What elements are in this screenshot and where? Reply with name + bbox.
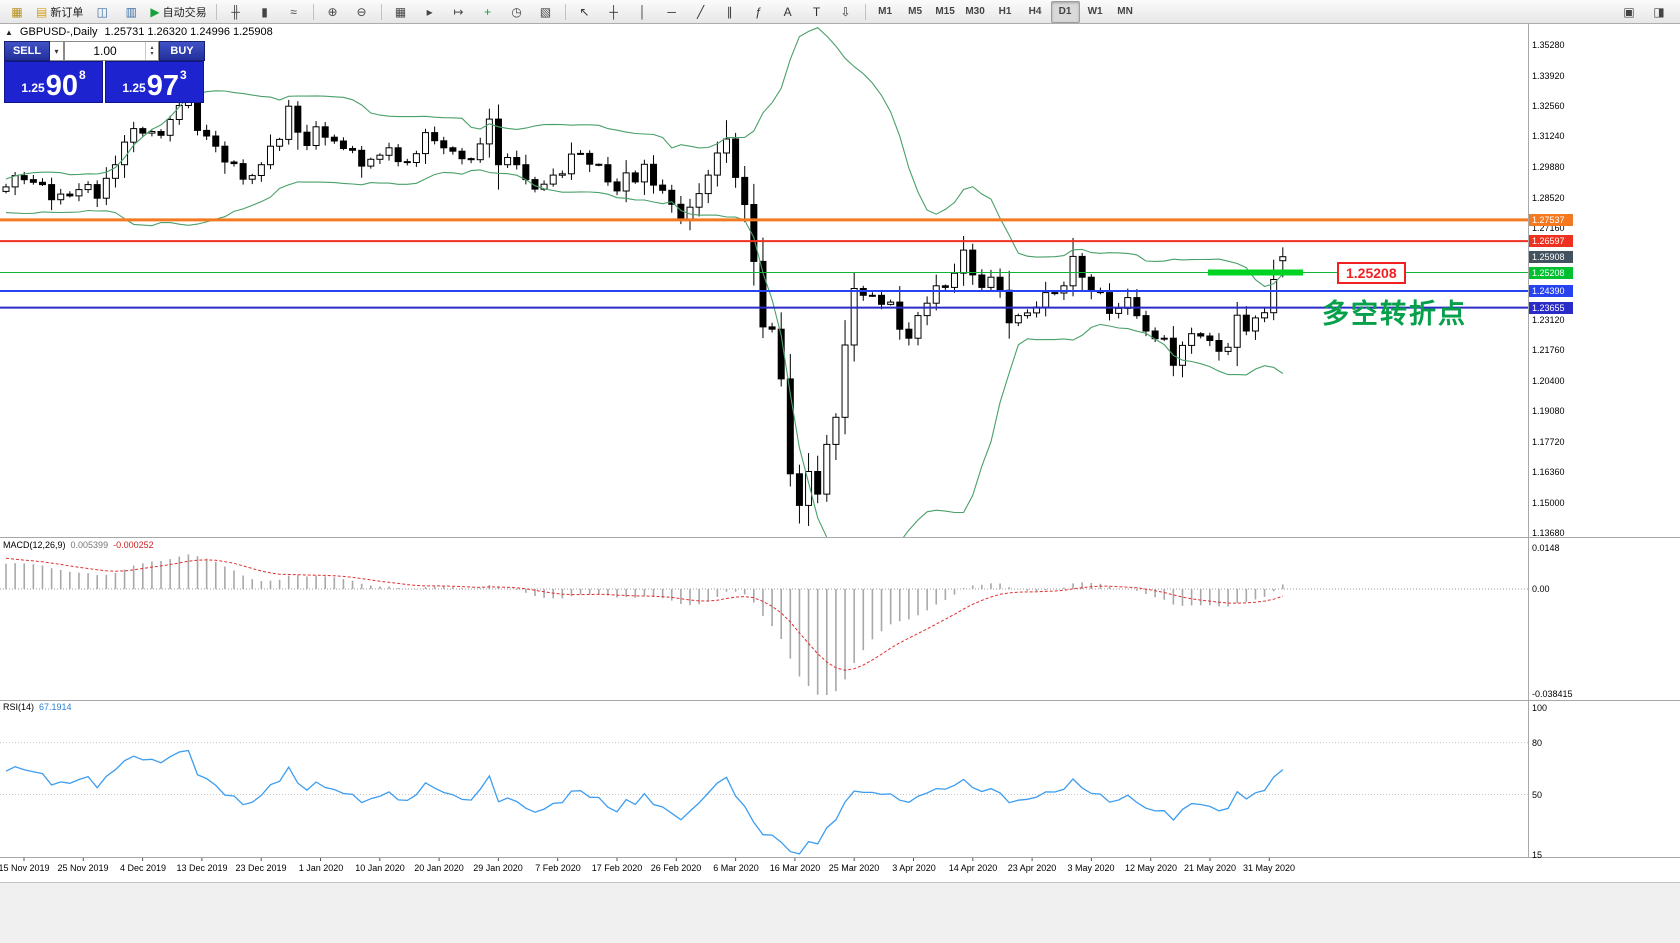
profiles-button[interactable]: ◫: [88, 1, 116, 23]
indicators-button[interactable]: +: [474, 1, 502, 23]
lot-size-input[interactable]: [65, 42, 145, 60]
chart-canvas[interactable]: [0, 24, 1528, 858]
timeframe-m15-button[interactable]: M15: [935, 6, 955, 17]
templates-icon: ▧: [539, 4, 552, 19]
sell-price-pip: 8: [78, 68, 86, 82]
line-chart-icon: ≈: [290, 4, 297, 19]
buy-price-pip: 3: [179, 68, 187, 82]
candlestick-chart-button[interactable]: ▮: [251, 1, 279, 23]
auto-trading-button[interactable]: ▶ 自动交易: [146, 1, 210, 23]
main-toolbar: ▦ ▤ 新订单 ◫ ▥ ▶ 自动交易 ╫ ▮ ≈ ⊕ ⊖ ▦ ▸ ↦ + ◷ ▧ ↖ ┼ │ ─ ╱ ∥ ƒ A T ⇩ M1 M5 M15…: [0, 0, 1680, 24]
timeframe-m1-button[interactable]: M1: [878, 6, 893, 17]
sell-dropdown-icon[interactable]: ▾: [50, 41, 64, 61]
auto-scroll-button[interactable]: ▸: [416, 1, 444, 23]
market-watch-icon: ▥: [125, 4, 138, 19]
line-chart-button[interactable]: ≈: [280, 1, 308, 23]
zoom-in-icon: ⊕: [327, 4, 338, 19]
timeframe-w1-button[interactable]: W1: [1087, 6, 1103, 17]
new-chart-button[interactable]: ▦: [3, 1, 31, 23]
horizontal-line-button[interactable]: ─: [658, 1, 686, 23]
equidistant-channel-button[interactable]: ∥: [716, 1, 744, 23]
text-label-button[interactable]: T: [803, 1, 831, 23]
sell-price-big: 90: [45, 70, 78, 102]
bottom-area: [0, 882, 1680, 943]
sell-button[interactable]: SELL: [4, 41, 50, 61]
trendline-button[interactable]: ╱: [687, 1, 715, 23]
market-watch-button[interactable]: ▥: [117, 1, 145, 23]
periods-icon: ◷: [511, 4, 522, 19]
tile-windows-button[interactable]: ▦: [387, 1, 415, 23]
crosshair-icon: ┼: [609, 4, 618, 19]
chart-shift-button[interactable]: ↦: [445, 1, 473, 23]
bar-chart-icon: ╫: [231, 4, 240, 19]
one-click-trading-panel: SELL ▾ ▴ ▾ BUY 1.25 90 8 1.25 97 3: [4, 41, 205, 103]
trade-controls-row: SELL ▾ ▴ ▾ BUY: [4, 41, 205, 61]
sell-price-head: 1.25: [21, 81, 45, 95]
lot-size-stepper[interactable]: ▴ ▾: [145, 42, 158, 60]
text-button[interactable]: A: [774, 1, 802, 23]
crosshair-button[interactable]: ┼: [600, 1, 628, 23]
cursor-button[interactable]: ↖: [571, 1, 599, 23]
vertical-line-icon: │: [638, 4, 647, 19]
timeframe-h1-button[interactable]: H1: [998, 6, 1012, 17]
periods-button[interactable]: ◷: [503, 1, 531, 23]
time-scale[interactable]: [0, 858, 1680, 880]
new-chart-icon: ▦: [11, 4, 23, 19]
buy-button[interactable]: BUY: [159, 41, 205, 61]
timeframe-m30-button[interactable]: M30: [965, 6, 985, 17]
toolbar-separator: [380, 3, 382, 20]
timeframe-mn-button[interactable]: MN: [1117, 6, 1133, 17]
chart-shift-icon: ↦: [453, 4, 464, 19]
auto-scroll-icon: ▸: [426, 4, 433, 19]
buy-price-display[interactable]: 1.25 97 3: [105, 61, 204, 103]
equidistant-channel-icon: ∥: [726, 4, 733, 19]
auto-trading-label: 自动交易: [162, 6, 207, 19]
candlestick-chart-icon: ▮: [261, 4, 268, 19]
timeframe-m5-button[interactable]: M5: [908, 6, 923, 17]
buy-price-big: 97: [146, 70, 179, 102]
new-order-button[interactable]: ▤ 新订单: [32, 1, 87, 23]
arrows-icon: ⇩: [840, 4, 851, 19]
zoom-in-button[interactable]: ⊕: [319, 1, 347, 23]
new-order-icon: ▤: [36, 4, 48, 19]
toolbar-right-buttons: ▣ ◨: [1615, 1, 1673, 23]
templates-button[interactable]: ▧: [532, 1, 560, 23]
text-label-icon: T: [812, 4, 821, 19]
lot-size-field: ▴ ▾: [64, 41, 159, 61]
cursor-icon: ↖: [579, 4, 590, 19]
toolbar-separator: [215, 3, 217, 20]
tile-windows-icon: ▦: [394, 4, 407, 19]
turning-point-note[interactable]: 多空转折点: [1322, 299, 1467, 329]
auto-trading-icon: ▶: [150, 4, 160, 19]
fibonacci-button[interactable]: ƒ: [745, 1, 773, 23]
strategy-tester-button[interactable]: ◨: [1645, 1, 1673, 23]
strategy-tester-icon: ◨: [1653, 4, 1665, 19]
fibonacci-icon: ƒ: [755, 4, 762, 19]
zoom-out-icon: ⊖: [356, 4, 367, 19]
price-level-label[interactable]: 1.25208: [1337, 262, 1406, 284]
profiles-icon: ◫: [96, 4, 109, 19]
timeframe-d1-button[interactable]: D1: [1050, 0, 1080, 23]
vertical-line-button[interactable]: │: [629, 1, 657, 23]
data-window-button[interactable]: ▣: [1615, 1, 1643, 23]
horizontal-line-icon: ─: [667, 4, 676, 19]
bar-chart-button[interactable]: ╫: [222, 1, 250, 23]
buy-price-head: 1.25: [122, 81, 146, 95]
data-window-icon: ▣: [1623, 4, 1635, 19]
timeframe-h4-button[interactable]: H4: [1028, 6, 1042, 17]
trade-prices-row: 1.25 90 8 1.25 97 3: [4, 61, 205, 103]
indicators-icon: +: [484, 4, 492, 19]
stepper-down-icon[interactable]: ▾: [150, 51, 154, 57]
trendline-icon: ╱: [696, 4, 705, 19]
toolbar-buttons: ▦ ▤ 新订单 ◫ ▥ ▶ 自动交易 ╫ ▮ ≈ ⊕ ⊖ ▦ ▸ ↦ + ◷ ▧ ↖ ┼ │ ─ ╱ ∥ ƒ A T ⇩ M1 M5 M15…: [3, 0, 1140, 23]
toolbar-separator: [864, 3, 866, 20]
toolbar-separator: [312, 3, 314, 20]
zoom-out-button[interactable]: ⊖: [348, 1, 376, 23]
arrows-button[interactable]: ⇩: [832, 1, 860, 23]
text-icon: A: [783, 4, 792, 19]
toolbar-separator: [564, 3, 566, 20]
sell-price-display[interactable]: 1.25 90 8: [4, 61, 103, 103]
new-order-label: 新订单: [50, 6, 84, 19]
price-scale[interactable]: [1528, 24, 1680, 858]
